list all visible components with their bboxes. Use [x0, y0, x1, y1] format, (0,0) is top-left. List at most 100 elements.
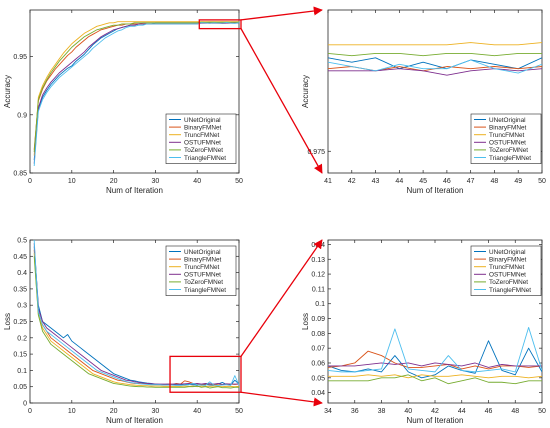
y-tick-label: 0.13	[311, 257, 325, 264]
x-tick-label: 10	[68, 408, 76, 415]
x-tick-label: 46	[443, 178, 451, 185]
legend: UNetOriginalBinaryFMNetTruncFMNetOSTUFMN…	[165, 245, 237, 296]
x-tick-label: 47	[467, 178, 475, 185]
y-tick-label: 0.08	[311, 331, 325, 338]
y-axis-label: Loss	[3, 313, 12, 330]
x-tick-label: 10	[68, 178, 76, 185]
loss-zoom-panel: 34 36 38 40 42 44 46 48 50 0.04 0.05 0.06 0.07 0.08 0.…	[301, 239, 546, 425]
legend-entry: BinaryFMNet	[184, 124, 222, 131]
y-axis-label: Accuracy	[301, 75, 310, 108]
series-line-ToZeroFMNet	[33, 21, 239, 153]
legend: UNetOriginalBinaryFMNetTruncFMNetOSTUFMN…	[470, 113, 542, 164]
x-tick-label: 46	[485, 408, 493, 415]
accuracy-zoom-arrow-top	[240, 6, 323, 21]
series-line-OSTUFMNet	[33, 243, 239, 385]
x-tick-label: 38	[378, 408, 386, 415]
x-tick-label: 42	[431, 408, 439, 415]
y-tick-label: 0.07	[311, 346, 325, 353]
loss-zoom-arrow-bottom	[240, 391, 323, 407]
legend-entry: OSTUFMNet	[184, 272, 221, 279]
y-axis-label: Accuracy	[3, 75, 12, 108]
series-line-UNetOriginal	[328, 57, 542, 70]
series-line-BinaryFMNet	[328, 350, 542, 370]
y-tick-label: 0	[23, 401, 27, 408]
y-tick-label: 0.975	[307, 149, 325, 156]
series-line-OSTUFMNet	[328, 362, 542, 368]
legend-entry: OSTUFMNet	[489, 140, 526, 147]
x-tick-label: 45	[419, 178, 427, 185]
y-tick-label: 0.09	[311, 316, 325, 323]
series-lines	[328, 42, 542, 76]
y-tick-label: 0.5	[17, 238, 27, 245]
legend: UNetOriginalBinaryFMNetTruncFMNetOSTUFMN…	[165, 113, 237, 164]
legend-entry: TruncFMNet	[184, 264, 219, 271]
legend-entry: ToZeroFMNet	[184, 279, 223, 286]
x-axis-label: Num of Iteration	[407, 186, 464, 195]
x-tick-label: 50	[538, 408, 546, 415]
legend-entry: TruncFMNet	[489, 264, 524, 271]
legend-entry: UNetOriginal	[489, 117, 526, 124]
series-line-TriangleFMNet	[328, 59, 542, 74]
series-line-TruncFMNet	[328, 374, 542, 379]
x-tick-label: 50	[538, 178, 546, 185]
x-tick-label: 40	[193, 408, 201, 415]
x-tick-label: 48	[491, 178, 499, 185]
acc-zoom-panel: 41 42 43 44 45 46 47 48 49 50 0.975 Num of Iteratio…	[301, 9, 546, 195]
y-tick-label: 0.05	[13, 384, 27, 391]
y-tick-label: 0.3	[17, 303, 27, 310]
legend-entry: BinaryFMNet	[489, 256, 527, 263]
legend-entry: OSTUFMNet	[184, 140, 221, 147]
legend-entry: TruncFMNet	[489, 132, 524, 139]
legend-entry: BinaryFMNet	[489, 124, 527, 131]
x-tick-label: 44	[395, 178, 403, 185]
y-tick-label: 0.05	[311, 375, 325, 382]
series-line-TruncFMNet	[328, 42, 542, 46]
accuracy-zoom-box	[198, 19, 242, 30]
legend-entry: ToZeroFMNet	[184, 147, 223, 154]
y-axis-label: Loss	[301, 313, 310, 330]
series-lines	[33, 240, 239, 389]
legend-box	[470, 113, 542, 164]
x-tick-label: 41	[324, 178, 332, 185]
legend-entry: ToZeroFMNet	[489, 279, 528, 286]
series-line-ToZeroFMNet	[328, 374, 542, 385]
legend-entry: TriangleFMNet	[489, 155, 531, 162]
x-axis-label: Num of Iteration	[106, 186, 163, 195]
x-tick-label: 49	[514, 178, 522, 185]
series-line-TruncFMNet	[33, 21, 239, 156]
x-tick-label: 0	[28, 408, 32, 415]
legend-entry: TriangleFMNet	[184, 287, 226, 294]
series-line-UNetOriginal	[328, 340, 542, 379]
legend-entry: TriangleFMNet	[489, 287, 531, 294]
series-line-TriangleFMNet	[33, 22, 239, 167]
acc-full-panel: 0 10 20 30 40 50 0.85 0.9 0.95 Num of Iteration Ac…	[3, 9, 243, 195]
y-tick-label: 0.9	[17, 112, 27, 119]
y-tick-label: 0.12	[311, 272, 325, 279]
series-line-ToZeroFMNet	[328, 53, 542, 57]
series-line-TriangleFMNet	[33, 240, 239, 386]
legend: UNetOriginalBinaryFMNetTruncFMNetOSTUFMN…	[470, 245, 542, 296]
legend-box	[470, 245, 542, 296]
y-tick-label: 0.95	[13, 54, 27, 61]
legend-box	[165, 113, 237, 164]
legend-entry: OSTUFMNet	[489, 272, 526, 279]
series-line-ToZeroFMNet	[33, 256, 239, 389]
y-tick-label: 0.4	[17, 270, 27, 277]
legend-entry: TruncFMNet	[184, 132, 219, 139]
series-line-OSTUFMNet	[328, 68, 542, 76]
loss-zoom-box	[169, 355, 242, 393]
legend-entry: BinaryFMNet	[184, 256, 222, 263]
x-tick-label: 42	[348, 178, 356, 185]
x-tick-label: 43	[372, 178, 380, 185]
y-tick-label: 0.11	[312, 286, 325, 293]
x-tick-label: 0	[28, 178, 32, 185]
loss-full-panel: 0 10 20 30 40 50 0 0.05 0.1 0.15 0.2 0.25 0.3 0.35 0.4…	[3, 238, 243, 426]
x-tick-label: 20	[110, 178, 118, 185]
series-lines	[33, 21, 239, 167]
series-lines	[328, 326, 542, 385]
y-tick-label: 0.1	[17, 368, 27, 375]
x-tick-label: 34	[324, 408, 332, 415]
x-tick-label: 44	[458, 408, 466, 415]
y-tick-label: 0.06	[311, 360, 325, 367]
